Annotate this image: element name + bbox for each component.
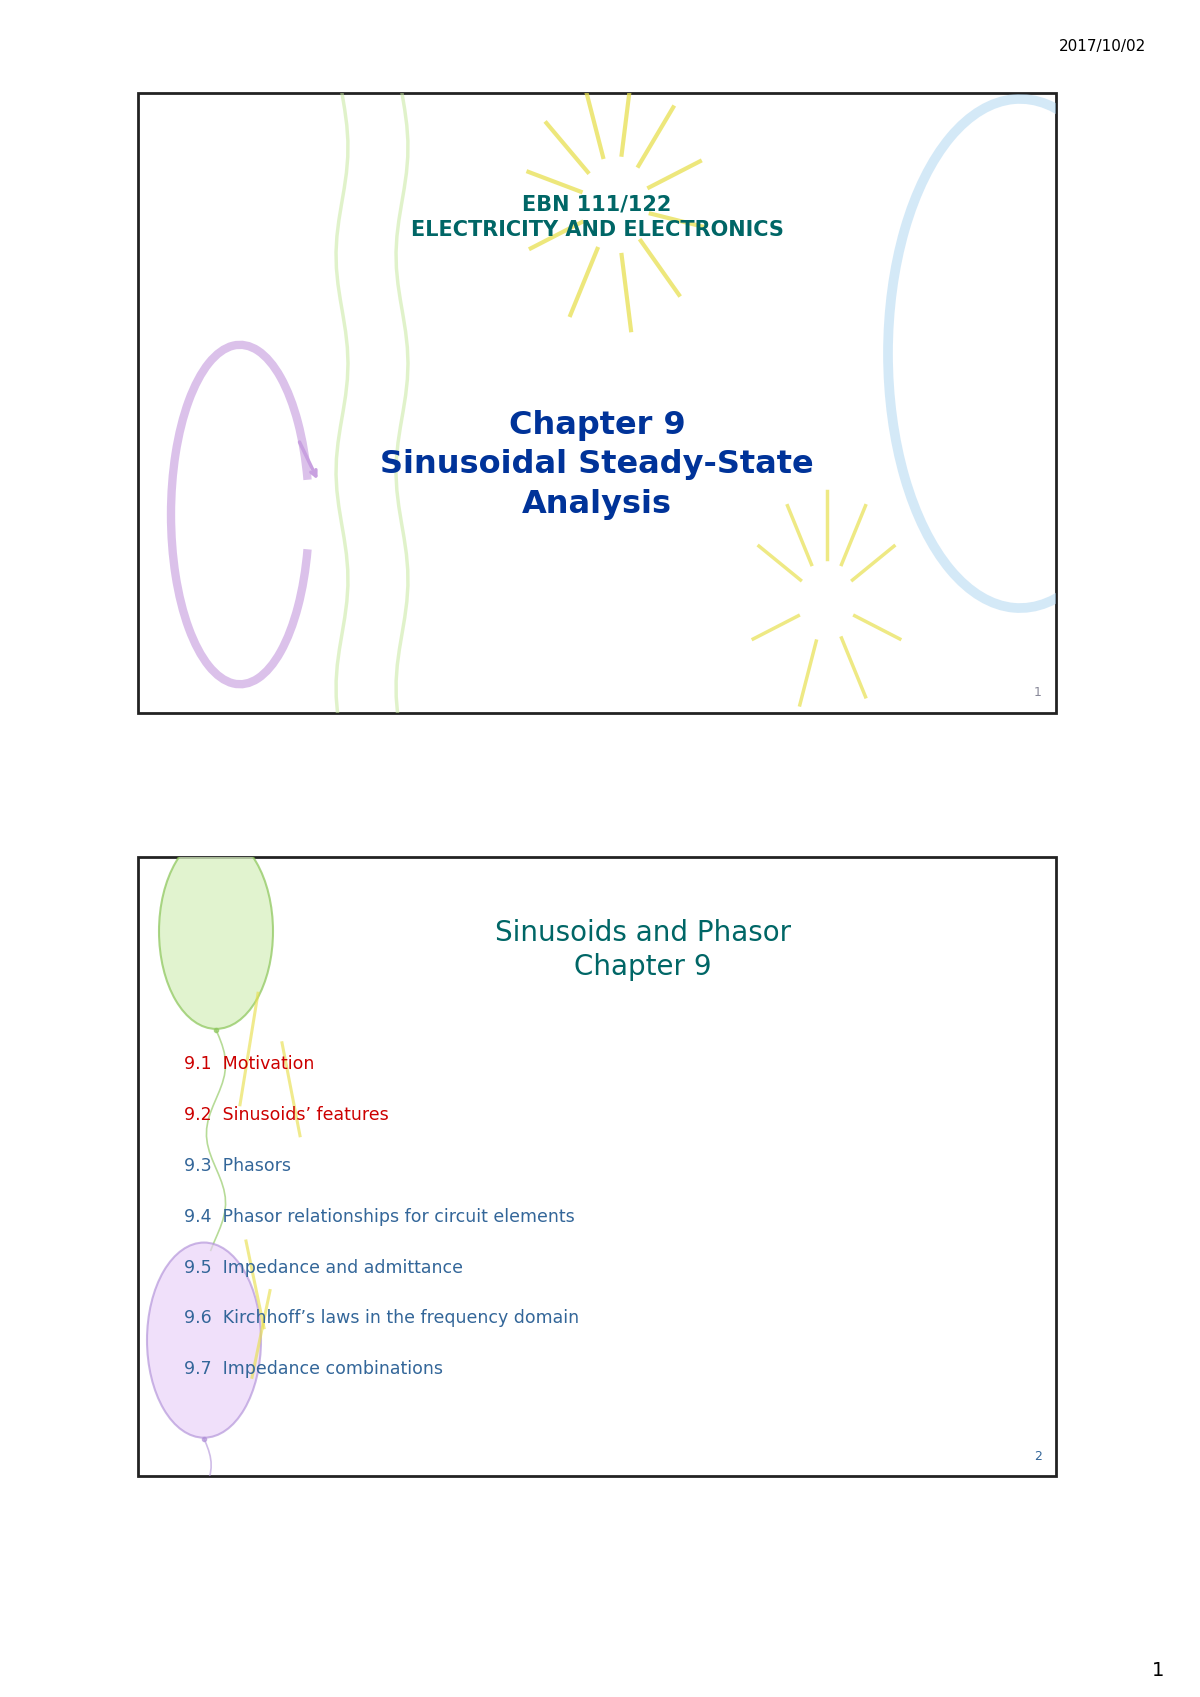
Text: 1: 1 bbox=[1033, 686, 1042, 699]
Text: Chapter 9
Sinusoidal Steady-State
Analysis: Chapter 9 Sinusoidal Steady-State Analys… bbox=[380, 411, 814, 519]
Text: 9.7  Impedance combinations: 9.7 Impedance combinations bbox=[184, 1361, 443, 1378]
Text: 9.2  Sinusoids’ features: 9.2 Sinusoids’ features bbox=[184, 1106, 389, 1125]
FancyBboxPatch shape bbox=[138, 93, 1056, 713]
Text: 9.5  Impedance and admittance: 9.5 Impedance and admittance bbox=[184, 1259, 463, 1276]
Text: Sinusoids and Phasor
Chapter 9: Sinusoids and Phasor Chapter 9 bbox=[494, 918, 791, 981]
Text: EBN 111/122
ELECTRICITY AND ELECTRONICS: EBN 111/122 ELECTRICITY AND ELECTRONICS bbox=[410, 193, 784, 241]
Text: 9.4  Phasor relationships for circuit elements: 9.4 Phasor relationships for circuit ele… bbox=[184, 1208, 575, 1225]
Text: 9.3  Phasors: 9.3 Phasors bbox=[184, 1157, 290, 1174]
Text: 1: 1 bbox=[1152, 1661, 1164, 1680]
Text: 2: 2 bbox=[1033, 1449, 1042, 1463]
Text: 9.6  Kirchhoff’s laws in the frequency domain: 9.6 Kirchhoff’s laws in the frequency do… bbox=[184, 1310, 578, 1327]
Ellipse shape bbox=[158, 833, 274, 1028]
FancyBboxPatch shape bbox=[138, 857, 1056, 1476]
Text: 9.1  Motivation: 9.1 Motivation bbox=[184, 1056, 314, 1074]
Ellipse shape bbox=[148, 1242, 262, 1437]
Text: 2017/10/02: 2017/10/02 bbox=[1058, 39, 1146, 54]
Bar bbox=[138, 93, 1056, 713]
Bar bbox=[138, 857, 1056, 1476]
